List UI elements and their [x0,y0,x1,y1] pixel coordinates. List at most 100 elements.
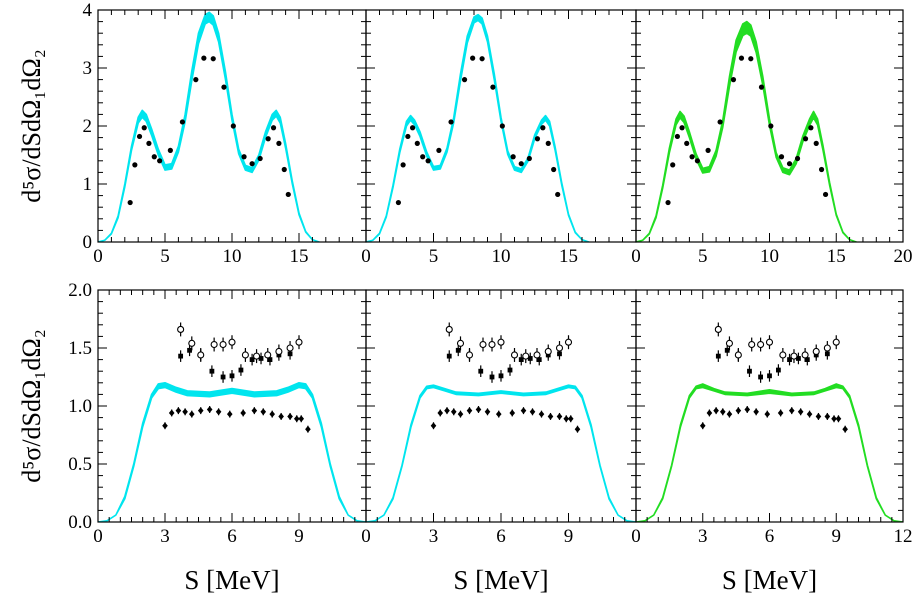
x-tick-label: 15 [827,246,846,267]
data-point [719,408,726,416]
data-point [738,55,745,61]
y-tick-label: 1.5 [68,338,92,359]
data-point [533,351,541,359]
data-point [808,125,814,131]
data-point [679,125,685,131]
data-point [806,410,813,418]
data-point [824,413,831,420]
data-point [478,368,484,374]
data-point [270,125,277,131]
x-tick-label: 0 [361,526,371,547]
data-point [470,55,476,61]
data-point [479,56,485,62]
x-tick-label: 3 [698,526,708,547]
data-point [538,410,545,418]
series-open-circles [714,322,840,364]
panel-bottom-right: 0 3 6 9 12 S [MeV] [631,289,913,595]
panel-frame [97,289,367,523]
data-point [547,413,554,420]
data-point [241,154,247,160]
data-point [725,339,734,347]
data-point [215,408,222,416]
data-point [127,199,133,206]
data-point [574,425,581,433]
data-point [726,410,733,418]
theory-band [98,382,366,522]
data-point [238,367,244,373]
data-point [518,357,524,362]
data-point [776,367,781,373]
data-point [241,351,249,359]
series-filled-squares [446,344,562,383]
data-point [305,425,311,433]
y-axis-title: d⁵σ/dSdΩ₁dΩ₂ [17,49,46,203]
x-tick-label: 0 [93,526,103,547]
theory-band [366,13,590,242]
data-point [757,340,765,349]
x-axis-title: S [MeV] [453,565,548,595]
x-tick-label: 15 [290,246,309,267]
data-point [430,422,437,430]
data-point [278,413,284,420]
data-point [151,154,157,160]
data-point [812,347,820,356]
data-point [551,166,557,173]
data-point [794,155,801,162]
data-point [714,325,722,333]
panel-frame [635,289,904,523]
data-point [509,409,516,417]
data-point [445,325,453,333]
data-point [842,425,848,433]
data-point [490,84,496,90]
data-point [730,77,737,83]
x-tick-label: 9 [564,526,574,547]
data-point [457,410,464,418]
x-axis-title: S [MeV] [722,565,817,595]
series-filled-squares [715,344,830,383]
data-point [518,161,524,167]
data-point [167,147,173,153]
theory-band [366,384,636,522]
y-tick-label: 4 [83,0,93,21]
data-point [787,357,792,362]
x-tick-label: 6 [765,526,775,547]
data-point [734,351,742,359]
y-tick-label: 0 [83,232,93,253]
data-point [705,147,711,153]
x-tick-label: 3 [429,526,439,547]
panel-top-middle: 0 5 10 15 [361,9,637,267]
data-point [298,415,305,423]
data-point [545,140,551,146]
data-point [777,409,784,417]
data-point [694,158,701,164]
data-point [779,351,787,359]
x-tick-label: 6 [496,526,506,547]
theory-band [98,11,320,242]
data-point [179,119,186,125]
x-tick-label: 0 [93,246,103,267]
data-point [715,353,721,359]
data-point [189,410,195,418]
data-point [466,407,473,415]
x-tick-label: 5 [698,246,708,267]
x-tick-label: 0 [631,526,641,547]
data-point [287,413,293,420]
data-point [498,373,504,379]
data-point [788,407,795,415]
data-point [534,136,541,142]
y-tick-label: 2 [83,116,93,137]
data-point [563,415,570,423]
data-point [497,338,505,346]
data-point [400,162,406,168]
panel-bottom-middle: 0 3 6 9 S [MeV] [361,289,637,595]
data-point [201,55,207,61]
data-point [219,340,227,349]
y-tick-label: 1.0 [68,396,92,417]
data-point [717,119,723,125]
theory-band [636,20,858,242]
data-point [281,166,287,173]
data-point [206,406,213,413]
data-point [488,340,496,349]
data-point [767,373,772,379]
